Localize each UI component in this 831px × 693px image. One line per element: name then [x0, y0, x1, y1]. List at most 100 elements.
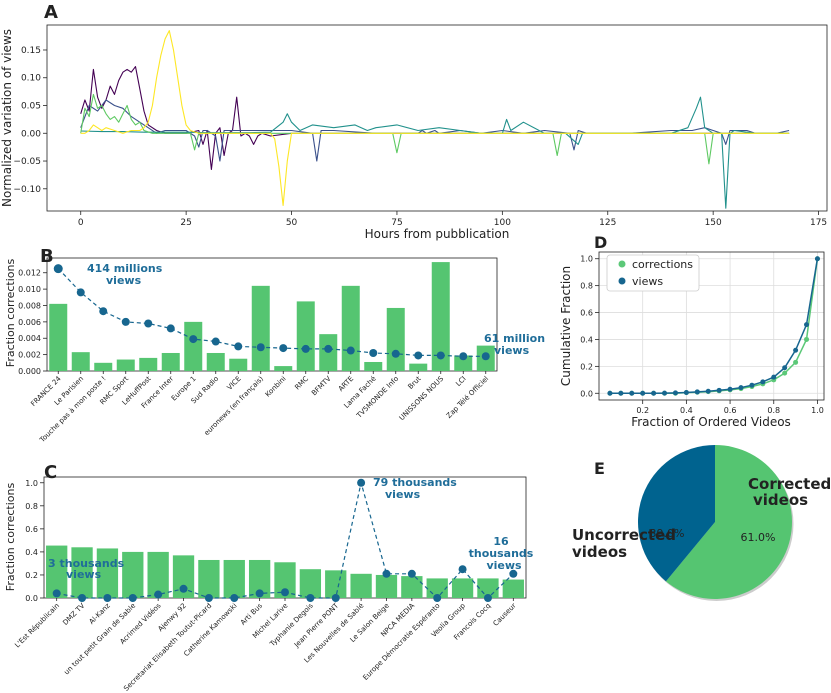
panel-c-x-tick-label: Typhanie Degois: [268, 602, 315, 649]
panel-c-views-point: [407, 569, 416, 578]
panel-b-views-point: [459, 352, 468, 361]
pie-label-corrected-1: Corrected: [748, 475, 831, 493]
panel-b-annotation-top-1: 414 millions: [87, 262, 163, 275]
panel-d-point-views: [672, 390, 678, 396]
panel-b-bar: [49, 303, 68, 371]
panel-d-point-views: [782, 365, 788, 371]
panel-label-a: A: [44, 2, 58, 23]
panel-b-x-tick-label: Konbini: [264, 375, 288, 399]
panel-c-annotation-left-2: views: [66, 568, 102, 581]
panel-d-point-views: [694, 389, 700, 395]
panel-d-legend-corrections-label: corrections: [632, 258, 693, 271]
pie-label-uncorrected-2: videos: [572, 543, 627, 561]
panel-d-point-views: [760, 379, 766, 385]
panel-b-y-tick-label: 0.006: [18, 318, 41, 327]
panel-a-y-tick-label: 0.10: [21, 74, 41, 84]
panel-d-point-views: [651, 390, 657, 396]
panel-a-y-label: Normalized variation of views: [0, 29, 14, 207]
panel-b-views-point: [436, 351, 445, 360]
panel-c-bar: [299, 569, 322, 598]
panel-c-views-point: [103, 594, 112, 602]
panel-d-x-tick-label: 0.8: [767, 406, 780, 415]
panel-c-x-tick-label: Arti Bus: [239, 602, 264, 627]
panel-a-line-series-2: [80, 99, 790, 162]
panel-b-annotation-top-2: views: [106, 274, 142, 287]
panel-b-bar: [364, 361, 383, 371]
panel-d-point-views: [771, 374, 777, 380]
panel-b-bar: [409, 363, 428, 371]
panel-c-views-point: [433, 594, 442, 602]
panel-c-views-point: [128, 594, 137, 602]
panel-b-bar: [71, 352, 90, 371]
panel-c-annotation-right-3: views: [486, 559, 522, 572]
panel-a-y-tick-label: 0.00: [21, 129, 41, 139]
panel-b-bar: [206, 352, 225, 371]
panel-a-y-tick-label: −0.10: [13, 185, 41, 195]
pie-slice-corrected: [665, 445, 793, 599]
pie-pct-corrected: 61.0%: [741, 531, 776, 544]
panel-b-x-tick-label: Zap Télé Officiel: [445, 375, 490, 420]
panel-d-x-label: Fraction of Ordered Videos: [631, 415, 791, 429]
panel-d-point-views: [662, 390, 668, 396]
panel-b-views-point: [256, 343, 265, 352]
panel-b-x-tick-label: LCI: [454, 375, 467, 388]
panel-b-y-label: Fraction corrections: [4, 259, 17, 368]
panel-b-annotation-bottom-1: 61 million: [484, 332, 545, 345]
panel-a-line-series-3: [80, 96, 790, 209]
panel-a-x-tick-label: 0: [78, 218, 84, 228]
panel-c-bar: [451, 578, 474, 598]
panel-d-cumulative-chart: 0.2 0.4 0.6 0.8 1.0 0.0 0.2 0.4 0.6 0.8 1.0 Fracti…: [559, 251, 825, 429]
panel-c-x-tick-label: Jean Pierre PONT: [292, 601, 341, 650]
panel-a-line-series-5: [80, 30, 790, 206]
panel-b-bar: [139, 357, 158, 371]
panel-b-y-tick-label: 0.012: [18, 269, 41, 278]
pie-label-uncorrected-1: Uncorrected: [572, 526, 676, 544]
panel-c-y-tick-label: 0.8: [25, 502, 38, 511]
panel-c-bar: [198, 559, 220, 598]
panel-b-views-point: [481, 352, 490, 361]
panel-a-frame: [46, 24, 828, 212]
panel-b-x-tick-label: VICE: [226, 375, 243, 392]
panel-c-x-tick-label: Al-Kanz: [88, 602, 112, 626]
panel-b-bar: [116, 359, 135, 371]
panel-e-slices: [638, 444, 794, 601]
panel-d-legend-corrections-marker: [618, 260, 626, 268]
panel-d-y-tick-label: 0.2: [580, 362, 593, 371]
panel-c-views-point: [509, 569, 518, 578]
panel-b-views-point: [234, 342, 243, 351]
panel-e-pie-chart: 39.0% 61.0% Corrected videos Uncorrected…: [572, 444, 831, 601]
panel-d-x-tick-label: 0.2: [636, 406, 649, 415]
panel-c-views-point: [52, 589, 61, 598]
panel-b-y-tick-label: 0.000: [18, 367, 41, 376]
panel-b-views-point: [76, 288, 85, 297]
panel-c-views-point: [255, 589, 264, 598]
panel-d-y-tick-label: 0.4: [580, 335, 593, 344]
panel-a-x-tick-label: 175: [810, 218, 827, 228]
panel-d-y-tick-label: 1.0: [580, 255, 593, 264]
panel-c-bar: [71, 547, 93, 598]
panel-b-x-tick-label: TV5MONDE Info: [354, 375, 400, 421]
panel-b-y-tick-label: 0.010: [18, 285, 41, 294]
panel-d-legend-views-label: views: [632, 275, 663, 288]
panel-d-point-views: [629, 390, 635, 396]
panel-b-x-tick-label: ARTE: [337, 375, 355, 393]
panel-c-y-tick-label: 0.4: [25, 548, 38, 557]
pie-pct-uncorrected: 39.0%: [650, 527, 685, 540]
panel-b-views-point: [369, 348, 378, 357]
panel-d-point-views: [683, 389, 689, 395]
panel-c-y-tick-label: 0.2: [25, 571, 38, 580]
panel-b-bar: [341, 285, 360, 371]
panel-c-bar: [147, 551, 169, 598]
panel-b-views-point: [53, 264, 63, 274]
panel-a-series: [80, 30, 790, 209]
panel-b-views-point: [414, 351, 423, 360]
panel-c-y-tick-label: 0.6: [25, 525, 38, 534]
panel-a-y-tick-label: 0.05: [21, 102, 41, 112]
panel-b-views-point: [346, 346, 355, 355]
panel-d-point-views: [705, 388, 711, 394]
panel-c-annotation-mid-2: views: [385, 488, 421, 501]
panel-d-point-views: [640, 390, 646, 396]
panel-d-y-tick-label: 0.8: [580, 282, 593, 291]
panel-b-views-point: [301, 344, 310, 353]
